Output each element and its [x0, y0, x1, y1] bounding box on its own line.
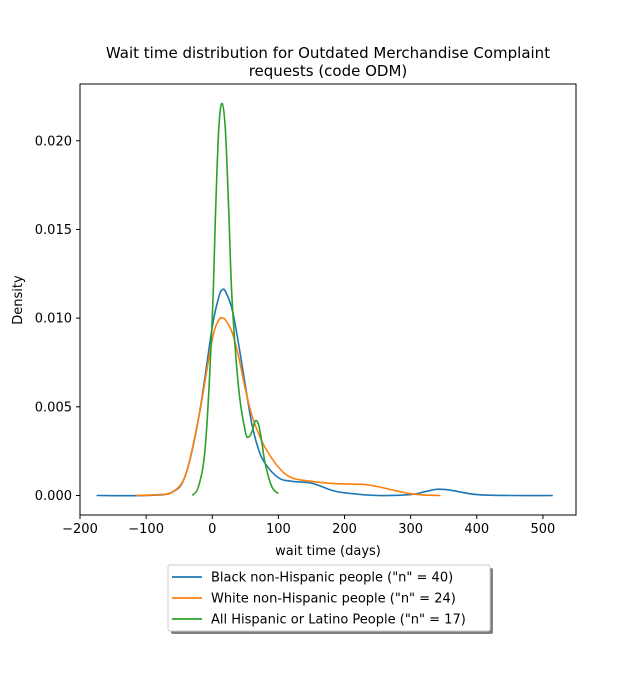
y-tick-label: 0.015: [35, 223, 72, 238]
plot-frame: [79, 83, 577, 516]
legend-label-3: All Hispanic or Latino People ("n" = 17): [211, 613, 466, 628]
series-line-1: [96, 288, 553, 497]
x-axis: −200 −100 0 100 200 300 400 500: [62, 515, 555, 537]
legend-label-1: Black non-Hispanic people ("n" = 40): [211, 571, 453, 586]
x-tick-label: 300: [398, 522, 423, 537]
x-tick-label: 0: [208, 522, 216, 537]
chart-title-line-1: Wait time distribution for Outdated Merc…: [106, 44, 550, 62]
y-tick-label: 0.020: [35, 134, 72, 149]
y-tick-label: 0.005: [35, 400, 72, 415]
x-tick-label: 100: [266, 522, 291, 537]
x-tick-label: −100: [128, 522, 164, 537]
legend-label-2: White non-Hispanic people ("n" = 24): [211, 592, 456, 607]
plot-area: [79, 83, 577, 516]
y-tick-label: 0.010: [35, 312, 72, 327]
legend: Black non-Hispanic people ("n" = 40) Whit…: [167, 564, 493, 634]
x-tick-label: 200: [332, 522, 357, 537]
legend-frame: [167, 564, 491, 632]
series-line-2: [136, 316, 441, 497]
x-tick-label: −200: [62, 522, 98, 537]
y-tick-label: 0.000: [35, 489, 72, 504]
x-tick-label: 500: [531, 522, 556, 537]
x-axis-label: wait time (days): [275, 544, 381, 559]
chart-title-line-2: requests (code ODM): [249, 62, 408, 80]
y-axis: 0.000 0.005 0.010 0.015 0.020: [35, 134, 80, 504]
series-line-3: [191, 102, 279, 497]
y-axis-label: Density: [11, 275, 26, 325]
x-tick-label: 400: [464, 522, 489, 537]
